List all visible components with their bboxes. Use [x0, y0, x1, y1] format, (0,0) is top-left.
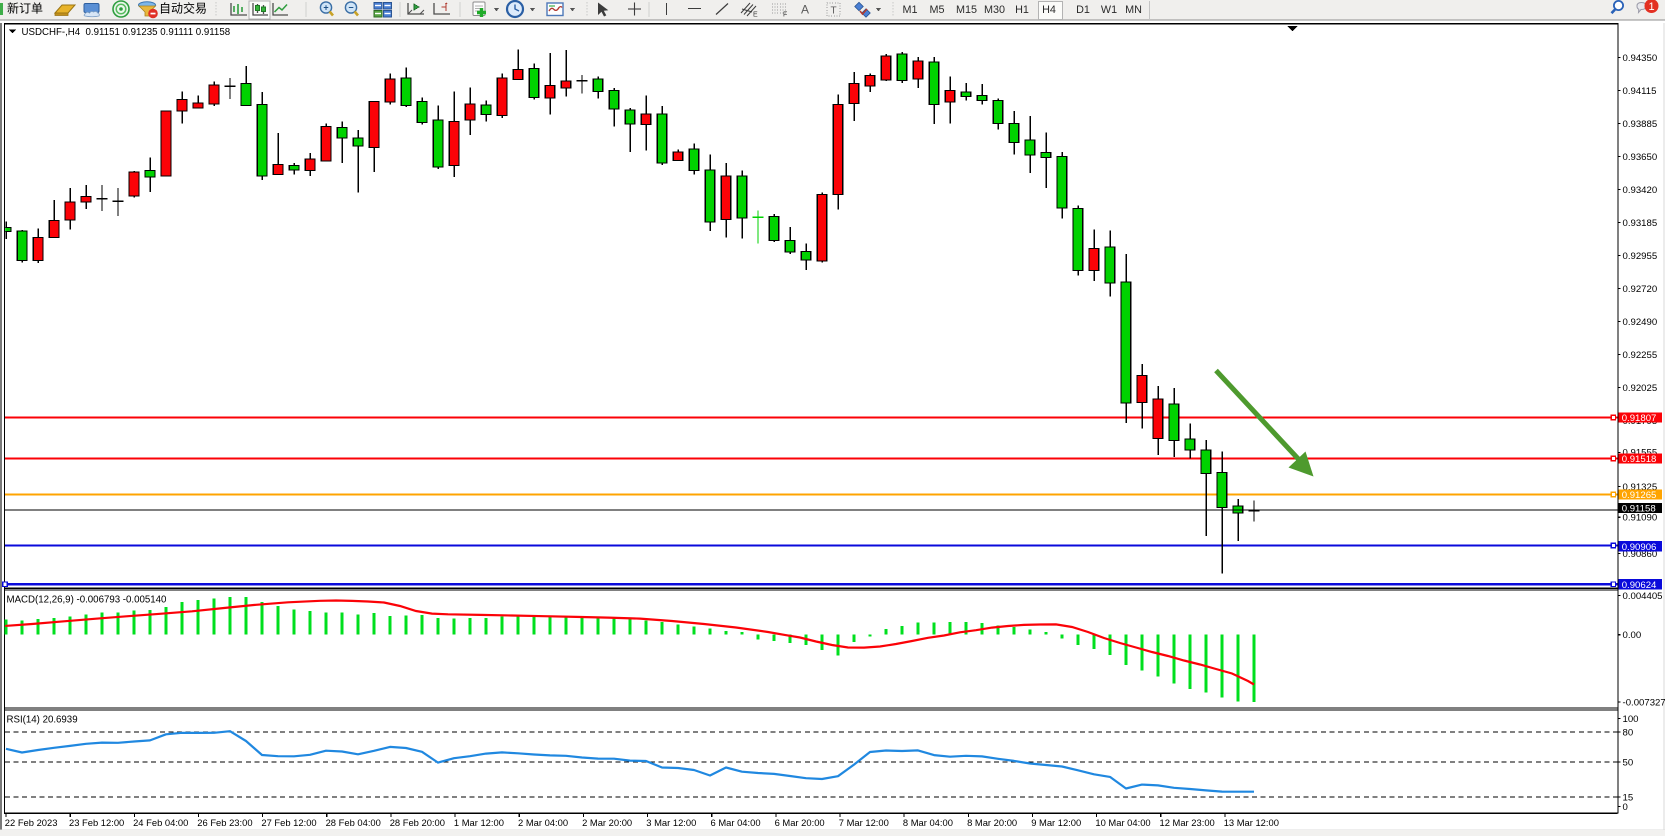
svg-text:MACD(12,26,9) -0.006793 -0.005: MACD(12,26,9) -0.006793 -0.005140	[7, 595, 168, 606]
svg-text:1: 1	[1648, 1, 1654, 13]
svg-text:0.92955: 0.92955	[1623, 251, 1658, 262]
svg-text:80: 80	[1623, 727, 1634, 738]
svg-text:24 Feb 04:00: 24 Feb 04:00	[133, 817, 188, 828]
svg-text:H1: H1	[1015, 4, 1029, 16]
svg-text:+: +	[323, 3, 328, 13]
svg-text:50: 50	[1623, 757, 1634, 768]
svg-text:100: 100	[1623, 714, 1639, 725]
svg-text:0.91518: 0.91518	[1622, 454, 1657, 465]
svg-text:D1: D1	[1076, 4, 1090, 16]
svg-text:8 Mar 04:00: 8 Mar 04:00	[903, 817, 953, 828]
svg-text:0.90860: 0.90860	[1623, 549, 1658, 560]
svg-text:自动交易: 自动交易	[159, 1, 207, 16]
svg-text:12 Mar 23:00: 12 Mar 23:00	[1160, 817, 1215, 828]
svg-text:6 Mar 04:00: 6 Mar 04:00	[711, 817, 761, 828]
svg-text:23 Feb 12:00: 23 Feb 12:00	[69, 817, 124, 828]
svg-text:H4: H4	[1042, 4, 1056, 16]
svg-text:-0.007327: -0.007327	[1623, 697, 1665, 708]
svg-text:7 Mar 12:00: 7 Mar 12:00	[839, 817, 889, 828]
svg-text:26 Feb 23:00: 26 Feb 23:00	[197, 817, 252, 828]
svg-text:0.004405: 0.004405	[1623, 591, 1663, 602]
svg-text:0.93650: 0.93650	[1623, 152, 1658, 163]
svg-text:0.90906: 0.90906	[1622, 542, 1657, 553]
svg-text:0.92255: 0.92255	[1623, 350, 1658, 361]
svg-text:28 Feb 20:00: 28 Feb 20:00	[390, 817, 445, 828]
svg-text:27 Feb 12:00: 27 Feb 12:00	[261, 817, 316, 828]
svg-text:W1: W1	[1101, 4, 1117, 16]
svg-text:6 Mar 20:00: 6 Mar 20:00	[775, 817, 825, 828]
svg-text:0.00: 0.00	[1623, 630, 1642, 641]
svg-text:−: −	[348, 3, 353, 13]
svg-text:T: T	[831, 6, 837, 17]
svg-text:0.91090: 0.91090	[1623, 513, 1658, 524]
svg-text:0.93185: 0.93185	[1623, 218, 1658, 229]
svg-text:MN: MN	[1125, 4, 1142, 16]
svg-text:2 Mar 04:00: 2 Mar 04:00	[518, 817, 568, 828]
svg-text:M1: M1	[903, 4, 918, 16]
svg-text:0.91555: 0.91555	[1623, 448, 1658, 459]
svg-text:22 Feb 2023: 22 Feb 2023	[5, 817, 58, 828]
svg-text:RSI(14) 20.6939: RSI(14) 20.6939	[7, 715, 78, 726]
svg-text:15: 15	[1623, 792, 1634, 803]
svg-text:10 Mar 04:00: 10 Mar 04:00	[1095, 817, 1150, 828]
svg-text:M5: M5	[930, 4, 945, 16]
svg-text:F: F	[783, 12, 787, 19]
svg-text:0.94350: 0.94350	[1623, 53, 1658, 64]
svg-text:0.91807: 0.91807	[1622, 413, 1657, 424]
svg-text:8 Mar 20:00: 8 Mar 20:00	[967, 817, 1017, 828]
svg-text:0.91325: 0.91325	[1623, 482, 1658, 493]
svg-text:28 Feb 04:00: 28 Feb 04:00	[326, 817, 381, 828]
svg-text:0.92720: 0.92720	[1623, 284, 1658, 295]
svg-text:9 Mar 12:00: 9 Mar 12:00	[1031, 817, 1081, 828]
svg-text:0.93885: 0.93885	[1623, 119, 1658, 130]
svg-text:A: A	[801, 3, 809, 17]
svg-text:0.91158: 0.91158	[1622, 504, 1656, 515]
svg-text:0.93420: 0.93420	[1623, 185, 1658, 196]
svg-text:13 Mar 12:00: 13 Mar 12:00	[1224, 817, 1279, 828]
svg-text:3 Mar 12:00: 3 Mar 12:00	[646, 817, 696, 828]
svg-text:1 Mar 12:00: 1 Mar 12:00	[454, 817, 504, 828]
svg-text:0.91265: 0.91265	[1622, 490, 1657, 501]
svg-text:0.90624: 0.90624	[1622, 580, 1657, 591]
svg-text:2 Mar 20:00: 2 Mar 20:00	[582, 817, 632, 828]
svg-text:USDCHF-,H4 0.91151 0.91235 0.: USDCHF-,H4 0.91151 0.91235 0.91111 0.911…	[22, 27, 231, 38]
svg-text:0.94115: 0.94115	[1623, 86, 1657, 97]
svg-text:0.92025: 0.92025	[1623, 383, 1658, 394]
svg-text:E: E	[753, 12, 758, 19]
svg-text:0: 0	[1623, 802, 1628, 813]
svg-text:M15: M15	[956, 4, 977, 16]
svg-text:0.92490: 0.92490	[1623, 317, 1658, 328]
svg-text:M30: M30	[984, 4, 1005, 16]
svg-text:新订单: 新订单	[7, 1, 43, 16]
